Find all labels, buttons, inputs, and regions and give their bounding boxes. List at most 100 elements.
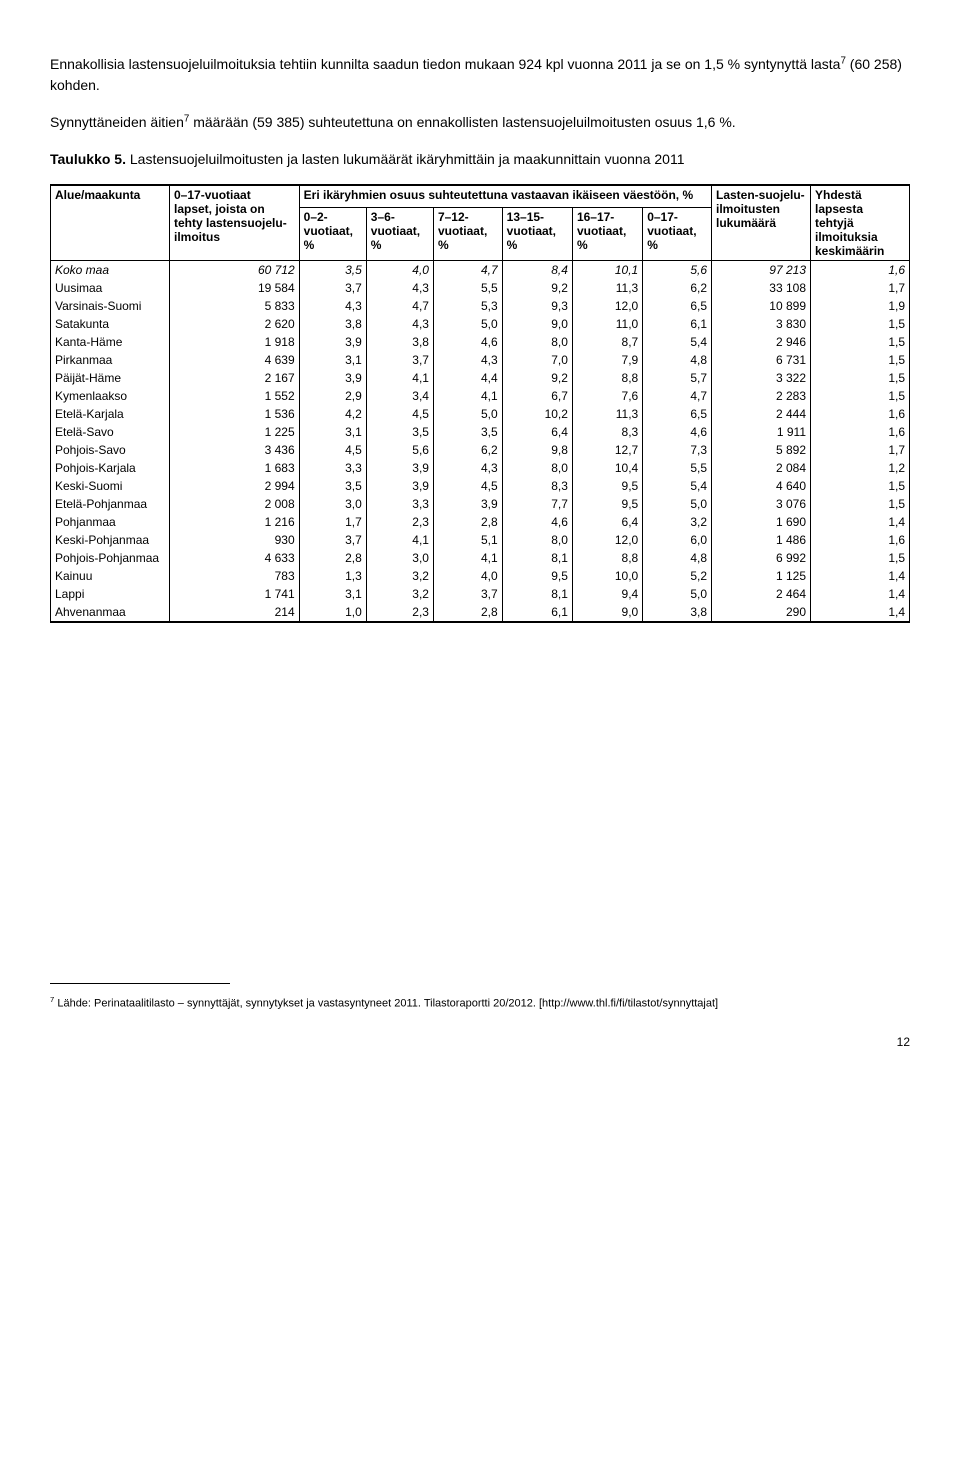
table-row: Pohjois-Karjala1 6833,33,94,38,010,45,52… [51,459,910,477]
table-cell: 4,8 [643,351,712,369]
table-cell: 5,1 [433,531,502,549]
table-cell: 2 464 [712,585,811,603]
table-cell: 1 911 [712,423,811,441]
paragraph-1: Ennakollisia lastensuojeluilmoituksia te… [50,54,910,96]
p2-b: määrään (59 385) suhteutettuna on ennako… [189,114,735,130]
table-cell: 1 552 [170,387,300,405]
table-cell: 3,2 [366,567,433,585]
table-cell: Pirkanmaa [51,351,170,369]
table-cell: 4,0 [433,567,502,585]
table-cell: Etelä-Karjala [51,405,170,423]
table-cell: 1 741 [170,585,300,603]
paragraph-2: Synnyttäneiden äitien7 määrään (59 385) … [50,112,910,133]
table-row: Etelä-Pohjanmaa2 0083,03,33,97,79,55,03 … [51,495,910,513]
table-row: Uusimaa19 5843,74,35,59,211,36,233 1081,… [51,279,910,297]
table-cell: 12,7 [572,441,642,459]
table-cell: Kanta-Häme [51,333,170,351]
table-row: Koko maa60 7123,54,04,78,410,15,697 2131… [51,261,910,280]
table-cell: 1,9 [811,297,910,315]
table-row: Pirkanmaa4 6393,13,74,37,07,94,86 7311,5 [51,351,910,369]
table-cell: 1,6 [811,423,910,441]
data-table: Alue/maakunta 0–17-vuotiaat lapset, jois… [50,184,910,623]
table-cell: 6,5 [643,405,712,423]
table-cell: 3,8 [643,603,712,622]
table-cell: 3,1 [299,351,366,369]
table-cell: 3 322 [712,369,811,387]
table-cell: 9,0 [572,603,642,622]
table-cell: 4,1 [366,369,433,387]
table-cell: Koko maa [51,261,170,280]
table-cell: 930 [170,531,300,549]
table-cell: 290 [712,603,811,622]
table-cell: 3,7 [299,531,366,549]
table-cell: 10,0 [572,567,642,585]
table-cell: 3,9 [299,333,366,351]
table-cell: 5,4 [643,333,712,351]
table-cell: 8,0 [502,459,572,477]
table-cell: 1,5 [811,315,910,333]
table-cell: 8,0 [502,531,572,549]
table-row: Lappi1 7413,13,23,78,19,45,02 4641,4 [51,585,910,603]
table-cell: 4,5 [299,441,366,459]
table-cell: 9,4 [572,585,642,603]
table-cell: 7,9 [572,351,642,369]
table-cell: 4,3 [299,297,366,315]
table-cell: 9,2 [502,369,572,387]
table-cell: 1 125 [712,567,811,585]
table-cell: 9,5 [572,495,642,513]
table-cell: 1,4 [811,567,910,585]
footnote-rule [50,983,230,984]
footnote: 7 Lähde: Perinataalitilasto – synnyttäjä… [50,995,910,1011]
table-cell: 6 731 [712,351,811,369]
table-cell: 9,5 [572,477,642,495]
p2-a: Synnyttäneiden äitien [50,114,184,130]
table-cell: 3,0 [366,549,433,567]
sub-5: 0–17-vuotiaat, % [643,207,712,260]
title-bold: Taulukko 5. [50,151,126,167]
table-row: Pohjois-Pohjanmaa4 6332,83,04,18,18,84,8… [51,549,910,567]
table-row: Kanta-Häme1 9183,93,84,68,08,75,42 9461,… [51,333,910,351]
table-cell: 3,7 [299,279,366,297]
table-cell: 4,3 [433,351,502,369]
table-cell: Ahvenanmaa [51,603,170,622]
table-cell: 11,3 [572,279,642,297]
table-cell: 3,9 [366,477,433,495]
table-cell: 60 712 [170,261,300,280]
sub-3: 13–15-vuotiaat, % [502,207,572,260]
table-cell: 2,9 [299,387,366,405]
table-cell: Pohjanmaa [51,513,170,531]
table-cell: 2 084 [712,459,811,477]
table-cell: 1,5 [811,477,910,495]
table-cell: 8,4 [502,261,572,280]
table-cell: 8,8 [572,549,642,567]
table-cell: 9,3 [502,297,572,315]
table-cell: 6,4 [572,513,642,531]
table-cell: 3,1 [299,423,366,441]
table-cell: 97 213 [712,261,811,280]
table-cell: 7,3 [643,441,712,459]
table-cell: 4,3 [366,315,433,333]
table-cell: 4 633 [170,549,300,567]
table-cell: Kainuu [51,567,170,585]
table-cell: 1 216 [170,513,300,531]
table-cell: 2,8 [433,603,502,622]
table-cell: 1 536 [170,405,300,423]
table-cell: 3,9 [433,495,502,513]
table-cell: 1 690 [712,513,811,531]
table-cell: Kymenlaakso [51,387,170,405]
table-cell: 19 584 [170,279,300,297]
table-cell: 12,0 [572,297,642,315]
table-cell: 2,8 [299,549,366,567]
table-cell: 9,5 [502,567,572,585]
table-cell: 8,8 [572,369,642,387]
table-cell: 4,4 [433,369,502,387]
page-number: 12 [50,1035,910,1049]
table-cell: 1,4 [811,603,910,622]
table-cell: 2 283 [712,387,811,405]
table-cell: 12,0 [572,531,642,549]
table-cell: 8,0 [502,333,572,351]
table-cell: 7,7 [502,495,572,513]
table-cell: Keski-Pohjanmaa [51,531,170,549]
table-cell: 3,3 [299,459,366,477]
table-row: Pohjanmaa1 2161,72,32,84,66,43,21 6901,4 [51,513,910,531]
